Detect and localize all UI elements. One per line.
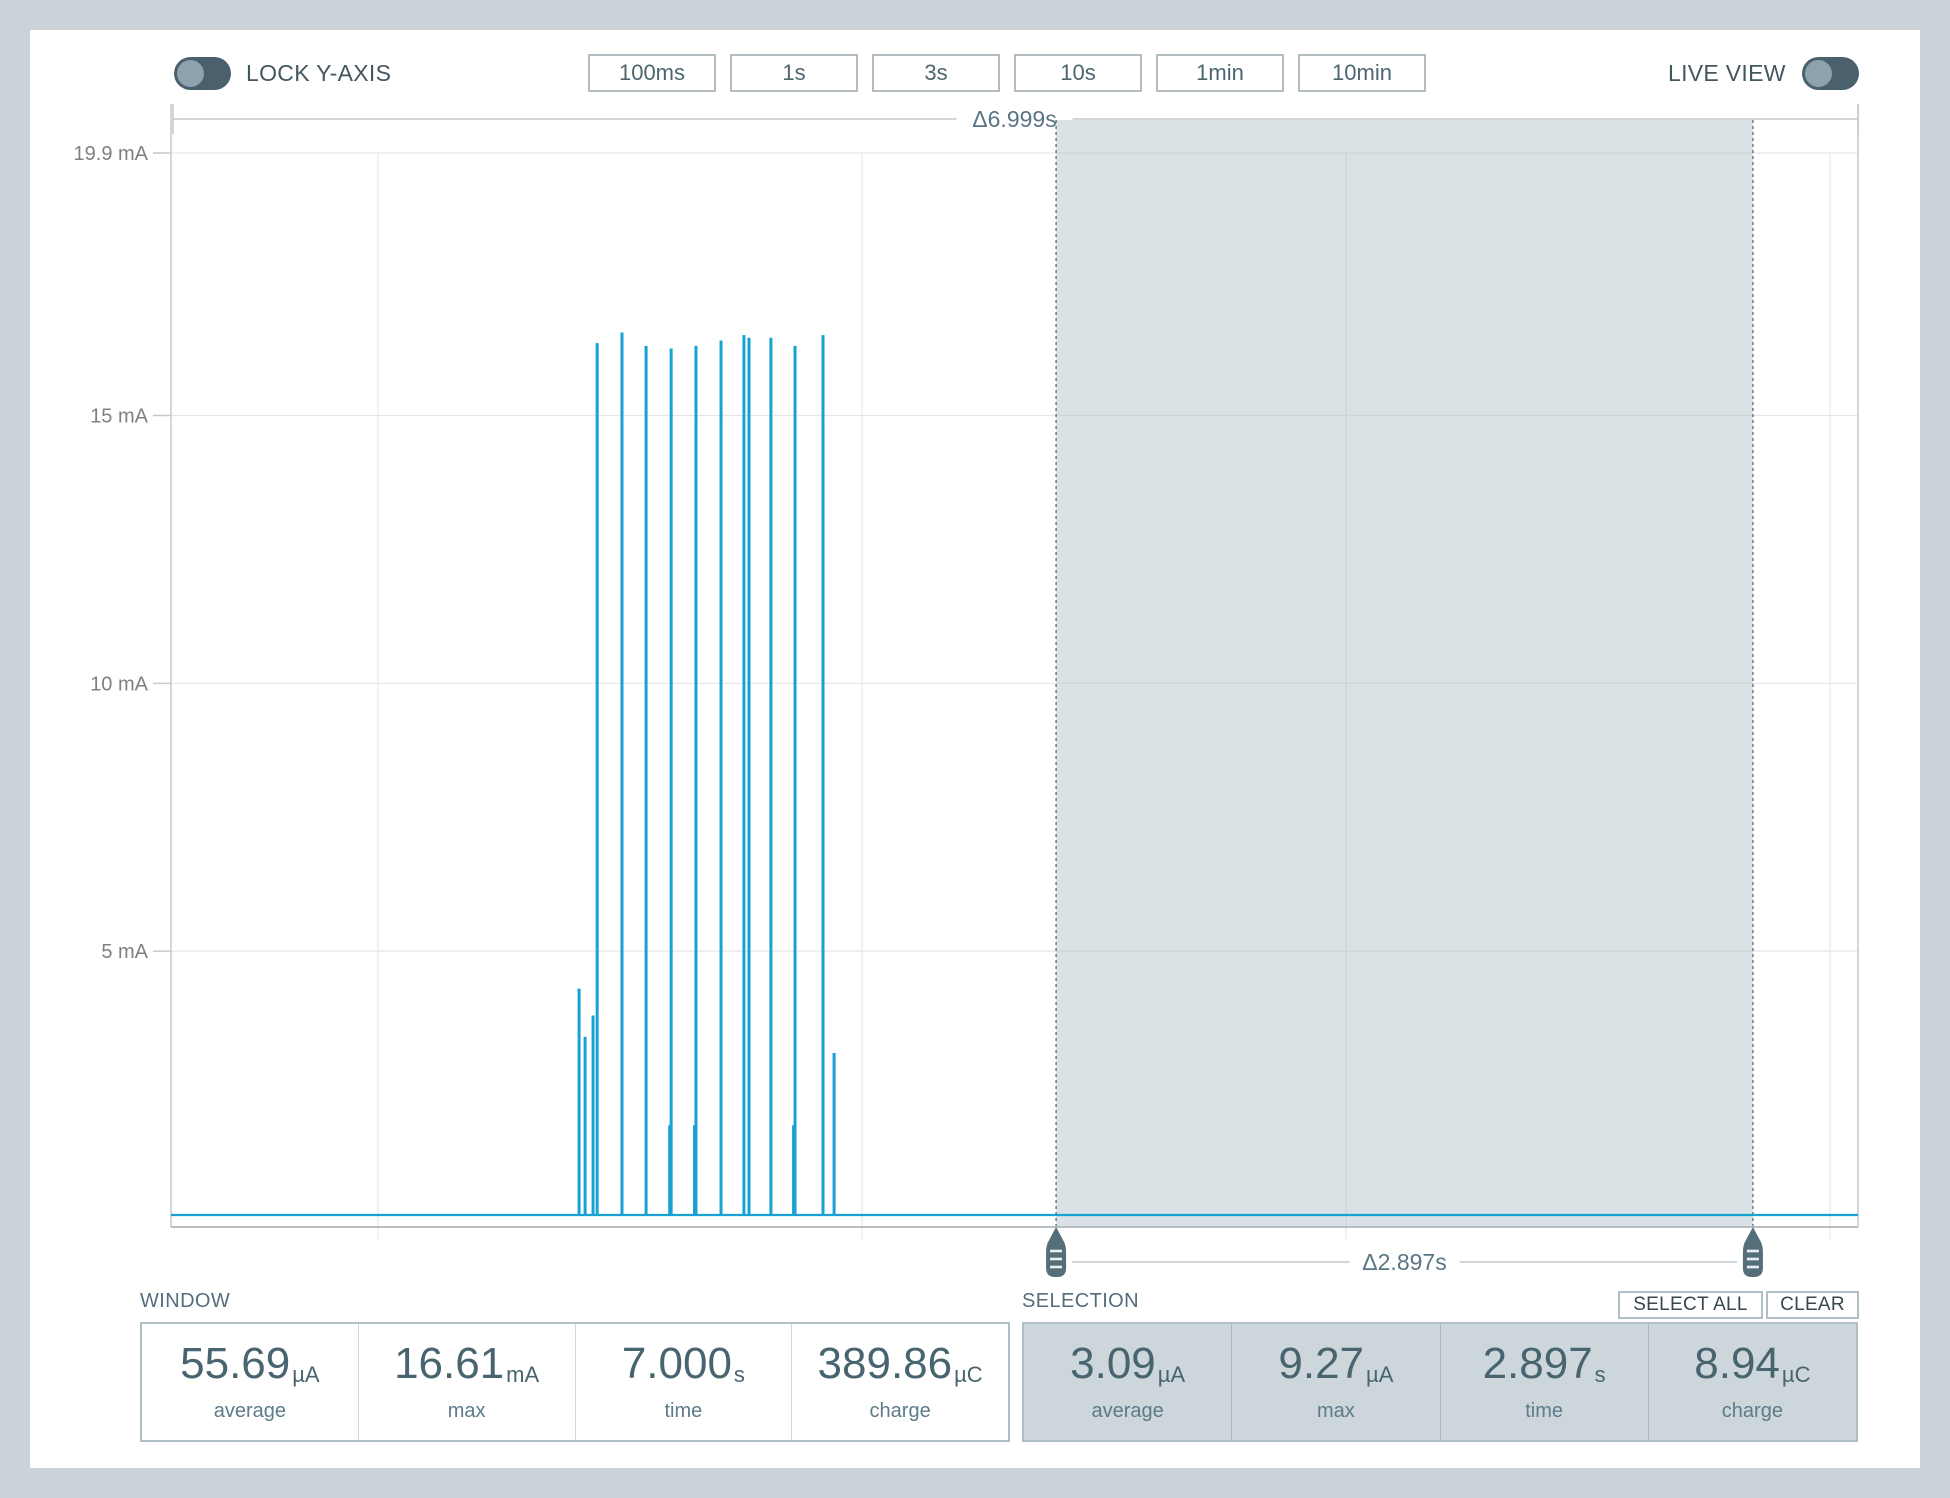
- live-view-toggle[interactable]: [1802, 57, 1859, 90]
- window-stats-box: 55.69µA average 16.61mA max 7.000s time …: [140, 1322, 1010, 1442]
- selection-average-label: average: [1091, 1400, 1164, 1422]
- y-tick-label: 10 mA: [90, 673, 148, 695]
- selection-region[interactable]: [1056, 120, 1753, 1227]
- selection-time-label: time: [1525, 1400, 1564, 1422]
- selection-max-unit: µA: [1366, 1362, 1394, 1387]
- selection-charge-value: 8.94µC: [1694, 1339, 1811, 1388]
- window-stat-time: 7.000s time: [576, 1324, 793, 1440]
- selection-charge-label: charge: [1721, 1400, 1783, 1422]
- lock-y-axis-label: LOCK Y-AXIS: [246, 60, 392, 86]
- window-time-label: time: [664, 1400, 703, 1422]
- window-time-unit: s: [733, 1362, 745, 1387]
- window-average-label: average: [213, 1400, 287, 1422]
- window-average-unit: µA: [292, 1362, 320, 1387]
- selection-delta-label: Δ2.897s: [1362, 1249, 1446, 1275]
- selection-average-value: 3.09µA: [1070, 1339, 1186, 1388]
- zoom-preset-buttons: 100ms 1s 3s 10s 1min 10min: [588, 54, 1426, 92]
- selection-max-label: max: [1316, 1400, 1355, 1422]
- main-panel: [30, 30, 1920, 1468]
- zoom-button-10s[interactable]: 10s: [1014, 54, 1142, 92]
- selection-stat-time: 2.897s time: [1441, 1324, 1649, 1440]
- selection-stats-caption: SELECTION: [1022, 1290, 1139, 1312]
- clear-button[interactable]: CLEAR: [1766, 1291, 1859, 1319]
- select-all-button[interactable]: SELECT ALL: [1618, 1291, 1763, 1319]
- zoom-button-100ms[interactable]: 100ms: [588, 54, 716, 92]
- window-charge-label: charge: [869, 1400, 931, 1422]
- selection-stats-box: 3.09µA average 9.27µA max 2.897s time 8.…: [1022, 1322, 1858, 1442]
- selection-average-unit: µA: [1157, 1362, 1186, 1387]
- window-stats-caption: WINDOW: [140, 1290, 231, 1312]
- window-charge-unit: µC: [954, 1362, 983, 1387]
- window-max-value: 16.61mA: [394, 1339, 540, 1388]
- lock-y-axis-toggle[interactable]: [174, 57, 231, 90]
- window-max-unit: mA: [506, 1362, 540, 1387]
- window-stat-average: 55.69µA average: [142, 1324, 359, 1440]
- window-stat-charge: 389.86µC charge: [792, 1324, 1008, 1440]
- selection-time-value: 2.897s: [1482, 1339, 1606, 1388]
- zoom-button-1s[interactable]: 1s: [730, 54, 858, 92]
- window-average-value: 55.69µA: [180, 1339, 320, 1388]
- window-charge-value: 389.86µC: [817, 1339, 983, 1388]
- y-tick-label: 15 mA: [90, 405, 148, 427]
- live-view-toggle-knob: [1805, 60, 1832, 87]
- window-stat-max: 16.61mA max: [359, 1324, 576, 1440]
- window-time-value: 7.000s: [621, 1339, 745, 1388]
- y-tick-label: 19.9 mA: [74, 143, 149, 165]
- selection-stat-average: 3.09µA average: [1024, 1324, 1233, 1440]
- selection-max-value: 9.27µA: [1278, 1339, 1394, 1388]
- zoom-button-1min[interactable]: 1min: [1156, 54, 1284, 92]
- selection-stat-charge: 8.94µC charge: [1649, 1324, 1856, 1440]
- selection-time-unit: s: [1594, 1362, 1606, 1387]
- selection-stat-max: 9.27µA max: [1232, 1324, 1441, 1440]
- y-tick-label: 5 mA: [101, 941, 148, 963]
- live-view-label: LIVE VIEW: [1668, 60, 1786, 86]
- window-max-label: max: [447, 1400, 486, 1422]
- lock-y-axis-toggle-knob: [177, 60, 204, 87]
- chart-canvas[interactable]: 19.9 mA 15 mA 10 mA 5 mA Δ6.999s Δ2.897s: [0, 0, 1950, 1330]
- window-delta-label: Δ6.999s: [972, 106, 1056, 132]
- zoom-button-3s[interactable]: 3s: [872, 54, 1000, 92]
- selection-charge-unit: µC: [1781, 1362, 1811, 1387]
- zoom-button-10min[interactable]: 10min: [1298, 54, 1426, 92]
